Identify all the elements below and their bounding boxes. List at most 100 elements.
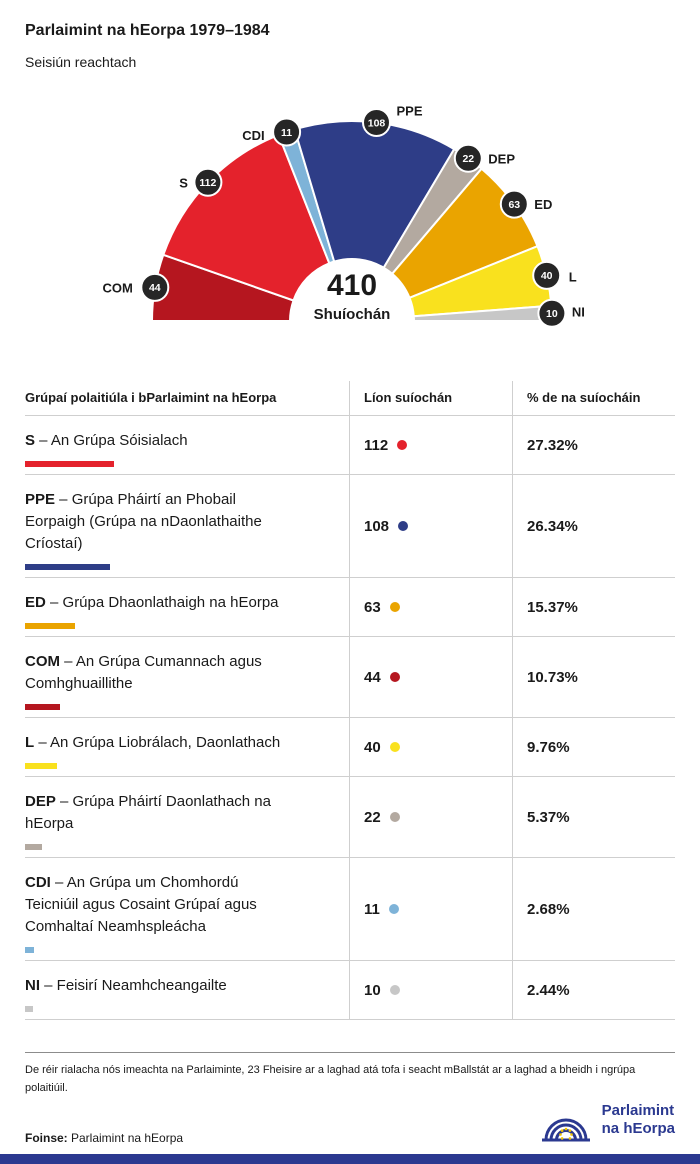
ep-logo-wordmark: Parlaimint na hEorpa: [602, 1102, 675, 1138]
group-name-cell: NI – Feisirí Neamhcheangailte: [25, 961, 349, 1019]
percent-bar: [25, 704, 60, 710]
percent-value: 2.44%: [512, 961, 675, 1019]
group-name-cell: COM – An Grúpa Cumannach agus Comhghuail…: [25, 637, 349, 717]
chart-center-group: 410 Shuíochán: [314, 269, 391, 323]
groups-table: Grúpaí polaitiúla i bParlaimint na hEorp…: [25, 381, 675, 1020]
group-full-name: – Grúpa Dhaonlathaigh na hEorpa: [45, 594, 279, 611]
group-full-name: – An Grúpa Cumannach agus Comhghuaillith…: [25, 653, 262, 692]
hemicycle-segment-S: [162, 133, 331, 302]
group-abbr: DEP: [25, 793, 56, 810]
group-color-dot: [389, 672, 400, 682]
group-full-name: – Grúpa Pháirtí Daonlathach na hEorpa: [25, 793, 271, 832]
group-abbr: L: [25, 734, 35, 751]
seat-count-COM: 44: [149, 282, 161, 294]
bottom-accent-bar: [0, 1154, 700, 1164]
seats-cell: 10: [349, 961, 512, 1019]
seats-cell: 112: [349, 416, 512, 474]
group-label-NI: NI: [572, 304, 585, 319]
group-color-dot: [389, 742, 400, 752]
group-label-ED: ED: [534, 197, 552, 212]
table-row-S: S – An Grúpa Sóisialach 112 27.32%: [25, 416, 675, 475]
seat-count-bubble-S: [193, 167, 223, 197]
group-full-name: – An Grúpa um Chomhordú Teicniúil agus C…: [25, 874, 257, 935]
seats-cell: 11: [349, 858, 512, 960]
seat-count-DEP: 22: [462, 153, 474, 165]
percent-bar: [25, 763, 57, 769]
seat-count-bubble-L: [532, 260, 562, 290]
group-label-CDI: CDI: [242, 128, 264, 143]
percent-bar: [25, 623, 75, 629]
group-full-name: – An Grúpa Liobrálach, Daonlathach: [34, 734, 281, 751]
seat-count-S: 112: [199, 177, 216, 189]
seat-count-CDI: 11: [281, 127, 292, 139]
seat-count-bubble-DEP: [453, 143, 483, 173]
table-row-DEP: DEP – Grúpa Pháirtí Daonlathach na hEorp…: [25, 777, 675, 858]
seat-count-bubble-ED: [499, 189, 529, 219]
seats-cell: 22: [349, 777, 512, 857]
group-name-cell: L – An Grúpa Liobrálach, Daonlathach: [25, 718, 349, 776]
group-name-cell: CDI – An Grúpa um Chomhordú Teicniúil ag…: [25, 858, 349, 960]
seats-value: 108: [364, 517, 390, 535]
percent-bar: [25, 947, 34, 953]
seats-cell: 40: [349, 718, 512, 776]
group-color-dot: [389, 602, 400, 612]
percent-value: 2.68%: [512, 858, 675, 960]
group-color-dot: [398, 521, 409, 531]
table-row-NI: NI – Feisirí Neamhcheangailte 10 2.44%: [25, 961, 675, 1020]
source-label: Foinse:: [25, 1131, 68, 1145]
seats-value: 44: [364, 668, 381, 686]
group-color-dot: [389, 812, 400, 822]
seat-count-L: 40: [541, 270, 553, 282]
page-subtitle: Seisiún reachtach: [25, 54, 137, 70]
percent-value: 10.73%: [512, 637, 675, 717]
group-abbr: PPE: [25, 491, 56, 508]
footnote-divider: [25, 1052, 675, 1053]
footnote-text: De réir rialacha nós imeachta na Parlaim…: [25, 1064, 636, 1094]
seat-count-bubble-PPE: [362, 108, 391, 137]
percent-value: 9.76%: [512, 718, 675, 776]
seat-count-bubble-CDI: [272, 117, 302, 147]
percent-value: 26.34%: [512, 475, 675, 577]
seats-cell: 108: [349, 475, 512, 577]
group-color-dot: [397, 440, 408, 450]
table-row-CDI: CDI – An Grúpa um Chomhordú Teicniúil ag…: [25, 858, 675, 961]
source-line: Foinse: Parlaimint na hEorpa: [25, 1131, 183, 1145]
table-body: S – An Grúpa Sóisialach 112 27.32% PPE – Gr…: [25, 416, 675, 1020]
group-color-dot: [389, 985, 400, 995]
seat-count-ED: 63: [508, 199, 520, 211]
group-full-name: – Grúpa Pháirtí an Phobail Eorpaigh (Grú…: [25, 491, 262, 552]
group-name-cell: DEP – Grúpa Pháirtí Daonlathach na hEorp…: [25, 777, 349, 857]
total-seats-value: 410: [327, 269, 377, 302]
group-abbr: COM: [25, 653, 60, 670]
percent-bar: [25, 461, 114, 467]
ep-logo: Parlaimint na hEorpa: [540, 1098, 675, 1142]
ep-logo-line2: na hEorpa: [601, 1120, 675, 1137]
group-full-name: – Feisirí Neamhcheangailte: [40, 977, 227, 994]
seats-cell: 44: [349, 637, 512, 717]
seat-count-PPE: 108: [368, 117, 386, 129]
group-name-cell: ED – Grúpa Dhaonlathaigh na hEorpa: [25, 578, 349, 636]
group-label-COM: COM: [102, 280, 132, 295]
group-label-S: S: [179, 175, 188, 190]
seats-cell: 63: [349, 578, 512, 636]
ep-hemicycle-logo-icon: [541, 1118, 590, 1142]
percent-bar: [25, 844, 43, 850]
seat-count-NI: 10: [546, 308, 558, 320]
source-value: Parlaimint na hEorpa: [67, 1131, 184, 1145]
col-header-seats: Líon suíochán: [349, 381, 512, 415]
col-header-groups: Grúpaí polaitiúla i bParlaimint na hEorp…: [25, 390, 277, 405]
col-header-percent: % de na suíocháin: [512, 381, 675, 415]
seats-value: 11: [364, 900, 380, 918]
percent-bar: [25, 1006, 33, 1012]
total-seats-label: Shuíochán: [314, 306, 391, 323]
seats-value: 40: [364, 738, 381, 756]
table-row-L: L – An Grúpa Liobrálach, Daonlathach 40 9.…: [25, 718, 675, 777]
seats-value: 112: [364, 436, 389, 454]
percent-value: 27.32%: [512, 416, 675, 474]
table-row-ED: ED – Grúpa Dhaonlathaigh na hEorpa 63 15.3…: [25, 578, 675, 637]
percent-value: 5.37%: [512, 777, 675, 857]
seats-value: 22: [364, 808, 381, 826]
table-row-PPE: PPE – Grúpa Pháirtí an Phobail Eorpaigh …: [25, 475, 675, 578]
hemicycle-segment-PPE: [293, 120, 456, 270]
seat-count-bubble-NI: [537, 298, 567, 328]
